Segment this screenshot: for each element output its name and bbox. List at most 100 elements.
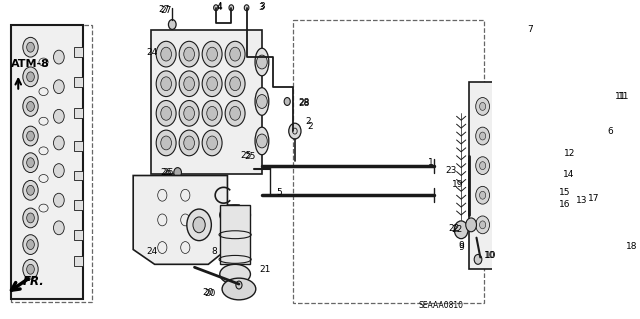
Circle shape (244, 5, 249, 11)
Text: 28: 28 (298, 98, 310, 107)
Text: 8: 8 (212, 247, 218, 256)
Circle shape (23, 97, 38, 116)
Circle shape (27, 72, 35, 82)
Circle shape (23, 67, 38, 87)
Text: 22: 22 (452, 225, 463, 234)
Text: 10: 10 (484, 251, 496, 260)
Text: 5: 5 (276, 188, 282, 197)
Circle shape (474, 255, 482, 264)
Circle shape (54, 80, 64, 93)
Circle shape (509, 157, 524, 174)
Circle shape (161, 77, 172, 91)
Bar (545, 171, 561, 185)
Ellipse shape (545, 167, 561, 174)
Circle shape (289, 123, 301, 139)
Circle shape (454, 221, 468, 239)
Circle shape (214, 5, 218, 11)
Circle shape (229, 5, 234, 11)
Circle shape (466, 218, 477, 232)
Circle shape (548, 124, 552, 130)
Circle shape (225, 71, 245, 97)
Circle shape (545, 194, 557, 210)
Bar (74, 230, 83, 240)
Text: 4: 4 (217, 2, 223, 11)
Ellipse shape (220, 264, 250, 284)
Text: 9: 9 (458, 243, 464, 252)
Circle shape (476, 98, 490, 115)
Circle shape (202, 41, 222, 67)
Circle shape (623, 182, 629, 189)
Circle shape (493, 157, 506, 174)
Circle shape (23, 37, 38, 57)
Text: 23: 23 (445, 166, 457, 175)
Circle shape (161, 47, 172, 61)
Circle shape (156, 71, 176, 97)
Text: 15: 15 (559, 188, 570, 197)
Text: 21: 21 (259, 265, 271, 274)
Circle shape (479, 102, 486, 110)
Circle shape (23, 259, 38, 279)
Ellipse shape (255, 48, 269, 76)
Ellipse shape (255, 127, 269, 155)
Text: 26: 26 (161, 168, 172, 177)
Text: 16: 16 (559, 200, 570, 209)
Circle shape (257, 55, 268, 69)
Circle shape (184, 107, 195, 120)
Bar (74, 47, 83, 57)
Text: 24: 24 (147, 247, 158, 256)
Circle shape (606, 95, 611, 100)
Ellipse shape (222, 278, 256, 300)
Circle shape (156, 100, 176, 126)
Circle shape (230, 107, 241, 120)
Text: 2: 2 (305, 117, 310, 126)
Text: 2: 2 (307, 122, 313, 131)
Circle shape (479, 132, 486, 140)
Circle shape (513, 102, 520, 110)
Bar (293, 20, 484, 303)
Circle shape (207, 77, 218, 91)
Circle shape (497, 221, 502, 229)
Circle shape (623, 226, 629, 234)
Text: 6: 6 (608, 127, 614, 136)
Circle shape (509, 127, 524, 145)
Circle shape (54, 50, 64, 64)
Circle shape (179, 130, 199, 156)
Circle shape (27, 185, 35, 195)
Circle shape (179, 71, 199, 97)
Circle shape (513, 191, 520, 199)
Circle shape (497, 162, 502, 170)
Circle shape (27, 131, 35, 141)
Circle shape (545, 182, 559, 199)
Circle shape (476, 157, 490, 174)
Polygon shape (133, 175, 239, 264)
Circle shape (476, 127, 490, 145)
Circle shape (479, 221, 486, 229)
Polygon shape (591, 166, 630, 249)
Circle shape (493, 98, 506, 115)
Bar (220, 205, 250, 264)
Circle shape (476, 186, 490, 204)
Text: 27: 27 (161, 6, 172, 15)
Circle shape (27, 101, 35, 111)
Circle shape (23, 235, 38, 255)
Circle shape (563, 116, 568, 122)
Circle shape (493, 127, 506, 145)
Text: 25: 25 (244, 152, 256, 161)
Bar (74, 108, 83, 118)
Circle shape (202, 130, 222, 156)
Text: 20: 20 (203, 288, 214, 297)
Circle shape (493, 186, 506, 204)
Circle shape (540, 128, 545, 134)
Circle shape (602, 220, 617, 240)
Bar (74, 77, 83, 87)
Text: 19: 19 (452, 180, 463, 189)
Circle shape (207, 136, 218, 150)
Text: 14: 14 (563, 170, 574, 179)
Circle shape (556, 120, 560, 126)
Circle shape (184, 77, 195, 91)
Text: 27: 27 (158, 5, 170, 14)
Text: 18: 18 (625, 242, 637, 251)
Circle shape (27, 213, 35, 223)
Circle shape (184, 47, 195, 61)
Circle shape (54, 193, 64, 207)
